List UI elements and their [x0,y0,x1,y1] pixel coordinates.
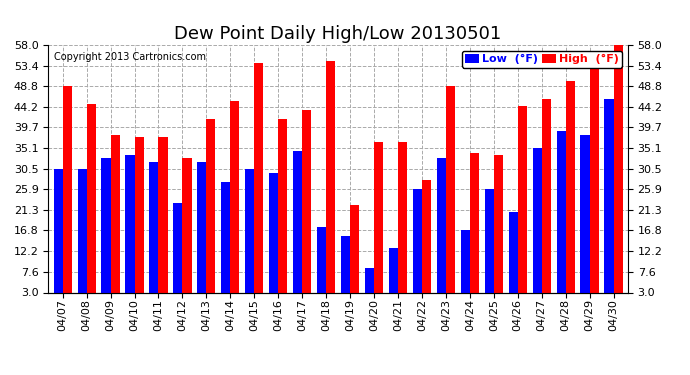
Bar [613,45,622,292]
Bar [413,189,422,292]
Bar [206,119,215,292]
Bar [230,101,239,292]
Bar [422,180,431,292]
Bar [221,182,230,292]
Bar [533,148,542,292]
Bar [255,63,264,292]
Bar [350,205,359,292]
Bar [63,86,72,292]
Text: Copyright 2013 Cartronics.com: Copyright 2013 Cartronics.com [54,53,206,62]
Bar [197,162,206,292]
Bar [484,189,494,292]
Bar [87,104,96,292]
Bar [182,158,192,292]
Bar [398,142,407,292]
Bar [302,110,311,292]
Bar [110,135,119,292]
Bar [317,227,326,292]
Bar [557,130,566,292]
Bar [101,158,110,292]
Bar [446,86,455,292]
Bar [470,153,479,292]
Bar [461,230,470,292]
Bar [589,63,599,292]
Bar [149,162,159,292]
Bar [542,99,551,292]
Legend: Low  (°F), High  (°F): Low (°F), High (°F) [462,51,622,68]
Bar [389,248,398,292]
Bar [159,137,168,292]
Bar [509,211,518,292]
Bar [580,135,589,292]
Bar [126,155,135,292]
Bar [269,173,278,292]
Bar [54,169,63,292]
Bar [77,169,87,292]
Bar [437,158,446,292]
Bar [245,169,255,292]
Bar [365,268,374,292]
Bar [278,119,287,292]
Bar [135,137,144,292]
Bar [326,61,335,292]
Bar [173,202,182,292]
Bar [566,81,575,292]
Bar [341,236,350,292]
Bar [604,99,613,292]
Title: Dew Point Daily High/Low 20130501: Dew Point Daily High/Low 20130501 [175,26,502,44]
Bar [293,151,302,292]
Bar [374,142,383,292]
Bar [494,155,503,292]
Bar [518,106,527,292]
